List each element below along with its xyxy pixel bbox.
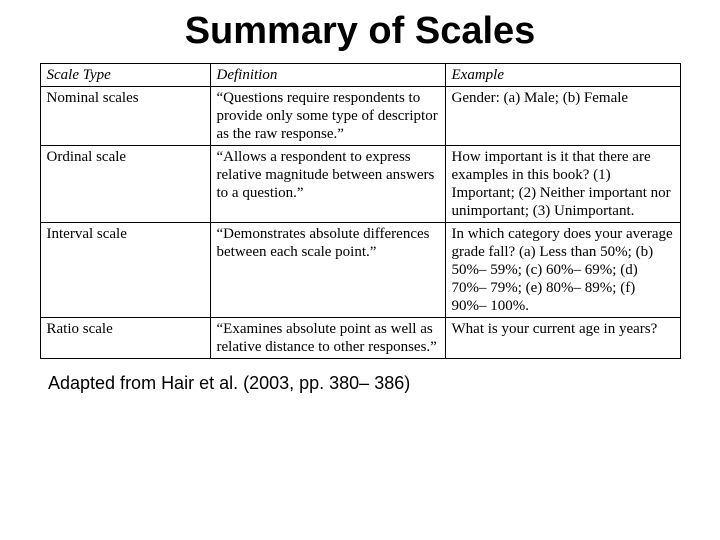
slide: Summary of Scales Scale Type Definition …: [0, 0, 720, 540]
table-row: Ordinal scale “Allows a respondent to ex…: [40, 146, 680, 223]
cell-example: Gender: (a) Male; (b) Female: [445, 87, 680, 146]
cell-definition: “Examines absolute point as well as rela…: [210, 318, 445, 359]
cell-example: In which category does your average grad…: [445, 223, 680, 318]
cell-scale-type: Interval scale: [40, 223, 210, 318]
table-header-row: Scale Type Definition Example: [40, 64, 680, 87]
cell-scale-type: Ratio scale: [40, 318, 210, 359]
table-row: Nominal scales “Questions require respon…: [40, 87, 680, 146]
table-row: Ratio scale “Examines absolute point as …: [40, 318, 680, 359]
page-title: Summary of Scales: [0, 10, 720, 53]
cell-definition: “Questions require respondents to provid…: [210, 87, 445, 146]
col-header-scale-type: Scale Type: [40, 64, 210, 87]
cell-example: How important is it that there are examp…: [445, 146, 680, 223]
cell-definition: “Allows a respondent to express relative…: [210, 146, 445, 223]
scales-table: Scale Type Definition Example Nominal sc…: [40, 63, 681, 359]
cell-scale-type: Nominal scales: [40, 87, 210, 146]
cell-example: What is your current age in years?: [445, 318, 680, 359]
cell-scale-type: Ordinal scale: [40, 146, 210, 223]
col-header-example: Example: [445, 64, 680, 87]
table-row: Interval scale “Demonstrates absolute di…: [40, 223, 680, 318]
col-header-definition: Definition: [210, 64, 445, 87]
cell-definition: “Demonstrates absolute differences betwe…: [210, 223, 445, 318]
footnote: Adapted from Hair et al. (2003, pp. 380–…: [48, 373, 720, 394]
